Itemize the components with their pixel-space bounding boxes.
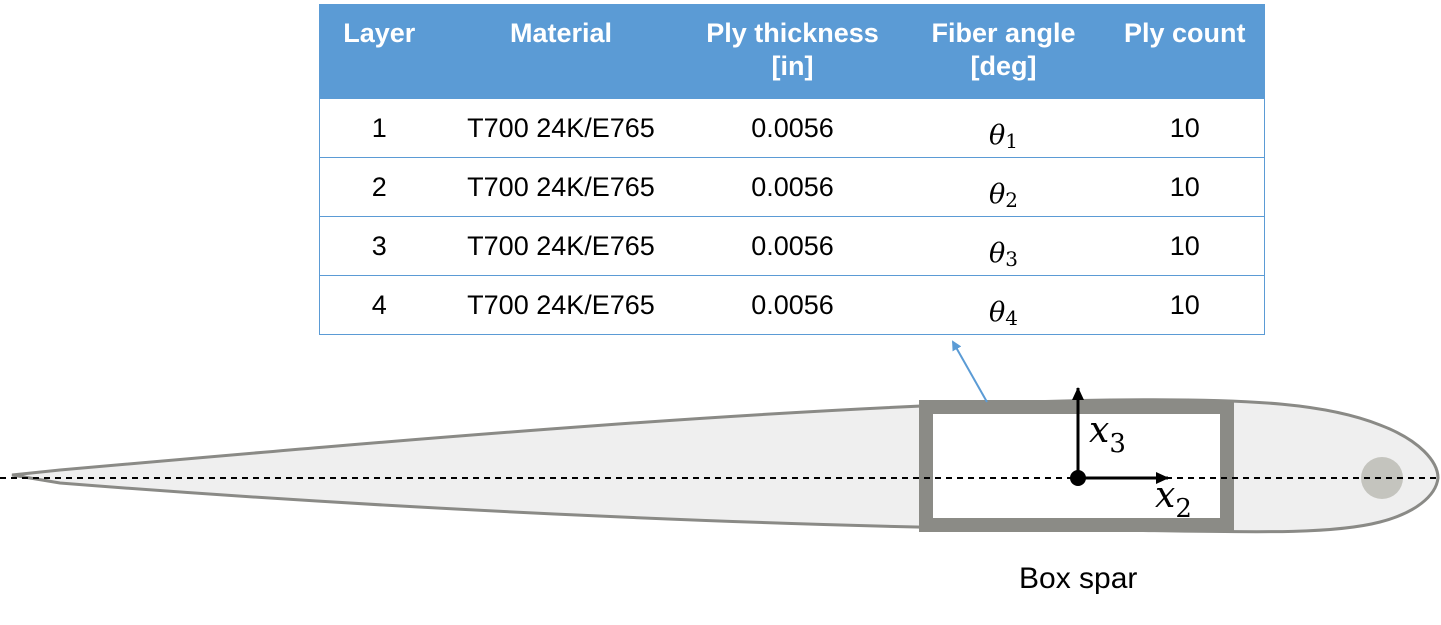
table-row: 3 T700 24K/E765 0.0056 θ3 10 [319, 216, 1265, 276]
header-layer: Layer [319, 4, 439, 99]
cell-thickness: 0.0056 [683, 216, 902, 276]
theta-subscript: 2 [1005, 187, 1018, 212]
header-ply-thickness: Ply thickness [in] [683, 4, 902, 99]
theta-symbol: θ [989, 119, 1006, 151]
shear-center-dot [1070, 470, 1086, 486]
cell-fiber-angle: θ1 [901, 98, 1106, 158]
cell-fiber-angle: θ4 [901, 275, 1106, 335]
table-row: 1 T700 24K/E765 0.0056 θ1 10 [319, 98, 1265, 158]
axis-x3-label: x3 [1089, 410, 1126, 459]
table-row: 2 T700 24K/E765 0.0056 θ2 10 [319, 157, 1265, 217]
cell-layer: 4 [319, 275, 439, 335]
cell-thickness: 0.0056 [683, 98, 902, 158]
theta-symbol: θ [989, 178, 1006, 210]
layup-table: Layer Material Ply thickness [in] Fiber … [319, 4, 1265, 335]
cell-thickness: 0.0056 [683, 275, 902, 335]
table-pointer-arrow [952, 340, 988, 403]
box-spar-caption: Box spar [1019, 562, 1138, 595]
cell-count: 10 [1105, 157, 1265, 217]
cell-material: T700 24K/E765 [438, 157, 684, 217]
cell-fiber-angle: θ2 [901, 157, 1106, 217]
cell-material: T700 24K/E765 [438, 216, 684, 276]
header-fiber-angle: Fiber angle [deg] [901, 4, 1106, 99]
cell-layer: 1 [319, 98, 439, 158]
cell-material: T700 24K/E765 [438, 98, 684, 158]
cell-layer: 2 [319, 157, 439, 217]
cell-layer: 3 [319, 216, 439, 276]
axis-x2-label: x2 [1155, 475, 1192, 524]
table-header-row: Layer Material Ply thickness [in] Fiber … [319, 4, 1265, 99]
cell-thickness: 0.0056 [683, 157, 902, 217]
theta-symbol: θ [989, 237, 1006, 269]
theta-subscript: 4 [1005, 305, 1018, 330]
cell-material: T700 24K/E765 [438, 275, 684, 335]
balance-weight [1361, 457, 1403, 499]
theta-symbol: θ [989, 296, 1006, 328]
header-ply-count: Ply count [1105, 4, 1265, 99]
cell-count: 10 [1105, 275, 1265, 335]
theta-subscript: 3 [1005, 246, 1018, 271]
table-row: 4 T700 24K/E765 0.0056 θ4 10 [319, 275, 1265, 335]
header-material: Material [438, 4, 684, 99]
cell-count: 10 [1105, 98, 1265, 158]
theta-subscript: 1 [1005, 128, 1018, 153]
cell-count: 10 [1105, 216, 1265, 276]
cell-fiber-angle: θ3 [901, 216, 1106, 276]
